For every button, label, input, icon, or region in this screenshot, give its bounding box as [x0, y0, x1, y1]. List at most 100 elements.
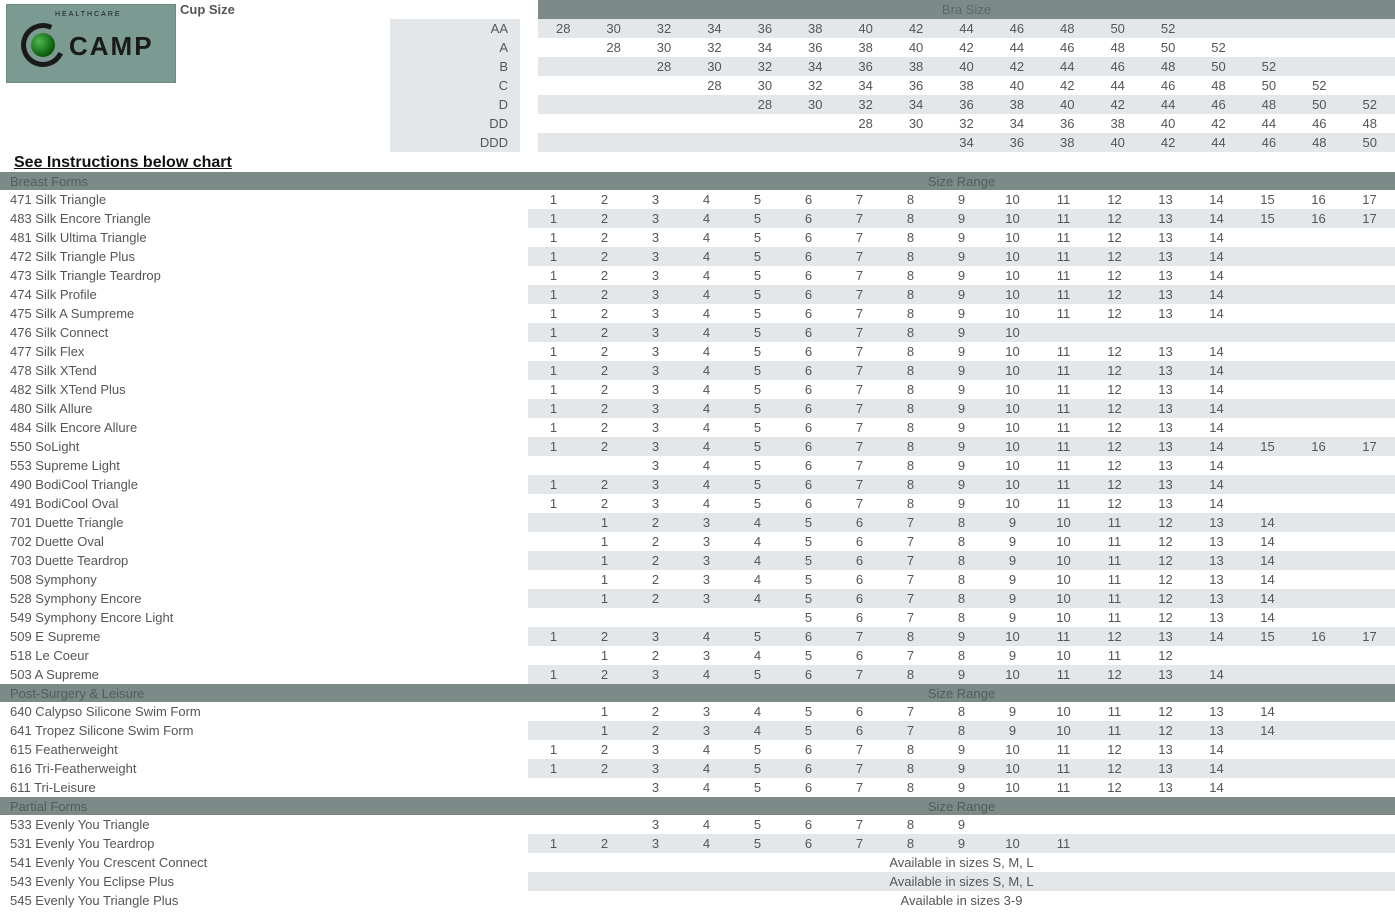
bra-size-value: 30: [689, 57, 739, 76]
product-size-value: 3: [681, 551, 732, 570]
empty-cell: [1191, 323, 1242, 342]
product-size-value: 14: [1191, 228, 1242, 247]
product-size-value: 2: [630, 570, 681, 589]
product-size-value: 5: [783, 532, 834, 551]
product-size-value: 14: [1242, 551, 1293, 570]
product-size-value: 7: [834, 456, 885, 475]
product-size-value: 13: [1140, 247, 1191, 266]
product-size-value: 2: [630, 551, 681, 570]
product-size-value: 16: [1293, 627, 1344, 646]
bra-size-value: 48: [1294, 133, 1344, 152]
product-size-value: 7: [834, 834, 885, 853]
empty-cell: [588, 114, 638, 133]
product-size-value: 12: [1089, 627, 1140, 646]
empty-cell: [1345, 57, 1395, 76]
bra-size-value: 28: [840, 114, 890, 133]
bra-size-value: 42: [1042, 76, 1092, 95]
product-size-value: 12: [1089, 361, 1140, 380]
product-size-value: 8: [885, 759, 936, 778]
product-name: 550 SoLight: [0, 437, 510, 456]
product-size-value: 1: [528, 834, 579, 853]
product-size-value: 7: [885, 702, 936, 721]
product-size-value: 2: [579, 665, 630, 684]
product-size-value: 11: [1038, 494, 1089, 513]
product-size-value: 6: [783, 834, 834, 853]
product-size-value: 17: [1344, 437, 1395, 456]
product-size-value: 14: [1191, 266, 1242, 285]
product-size-value: 5: [732, 399, 783, 418]
product-size-value: 11: [1089, 721, 1140, 740]
product-size-value: 9: [936, 815, 987, 834]
product-size-value: 3: [630, 228, 681, 247]
product-size-value: 14: [1191, 361, 1242, 380]
product-row: 509 E Supreme1234567891011121314151617: [0, 627, 1395, 646]
bra-size-value: 46: [1042, 38, 1092, 57]
product-size-value: 1: [528, 759, 579, 778]
bra-size-value: 30: [639, 38, 689, 57]
product-size-value: 13: [1191, 721, 1242, 740]
product-size-value: 14: [1191, 740, 1242, 759]
empty-cell: [1344, 361, 1395, 380]
product-size-value: 3: [681, 702, 732, 721]
product-size-value: 14: [1191, 627, 1242, 646]
product-size-value: 4: [681, 247, 732, 266]
empty-cell: [1140, 323, 1191, 342]
product-size-value: 1: [528, 342, 579, 361]
product-size-value: 10: [987, 399, 1038, 418]
product-name: 482 Silk XTend Plus: [0, 380, 510, 399]
product-size-value: 3: [630, 209, 681, 228]
product-name: 531 Evenly You Teardrop: [0, 834, 510, 853]
empty-cell: [528, 532, 579, 551]
bra-size-value: 32: [639, 19, 689, 38]
empty-cell: [538, 133, 588, 152]
product-size-value: 11: [1038, 475, 1089, 494]
product-row: 528 Symphony Encore1234567891011121314: [0, 589, 1395, 608]
product-size-value: 4: [681, 627, 732, 646]
empty-cell: [1344, 815, 1395, 834]
bra-size-value: 38: [992, 95, 1042, 114]
product-name: 702 Duette Oval: [0, 532, 510, 551]
bra-size-value: 32: [941, 114, 991, 133]
product-size-value: 8: [885, 247, 936, 266]
product-size-value: 9: [936, 456, 987, 475]
product-size-value: 4: [681, 475, 732, 494]
empty-cell: [740, 133, 790, 152]
product-size-value: 4: [681, 342, 732, 361]
empty-cell: [1293, 834, 1344, 853]
empty-cell: [1344, 475, 1395, 494]
product-size-value: 5: [783, 646, 834, 665]
cup-size-label: AA: [390, 19, 520, 38]
product-size-value: 10: [987, 475, 1038, 494]
product-size-value: 10: [1038, 551, 1089, 570]
bra-size-value: 36: [840, 57, 890, 76]
cup-size-label: D: [390, 95, 520, 114]
product-size-value: 11: [1038, 266, 1089, 285]
instructions-link[interactable]: See Instructions below chart: [14, 154, 1395, 172]
product-row: 640 Calypso Silicone Swim Form1234567891…: [0, 702, 1395, 721]
product-size-value: 11: [1089, 702, 1140, 721]
product-row: 702 Duette Oval1234567891011121314: [0, 532, 1395, 551]
empty-cell: [1293, 228, 1344, 247]
empty-cell: [1038, 323, 1089, 342]
product-size-value: 10: [987, 361, 1038, 380]
product-size-value: 13: [1191, 570, 1242, 589]
product-size-value: 4: [681, 815, 732, 834]
product-row: 541 Evenly You Crescent ConnectAvailable…: [0, 853, 1395, 872]
product-size-value: 10: [1038, 646, 1089, 665]
product-size-value: 14: [1191, 342, 1242, 361]
product-size-value: 7: [885, 721, 936, 740]
empty-cell: [689, 133, 739, 152]
empty-cell: [579, 456, 630, 475]
bra-size-value: 34: [992, 114, 1042, 133]
empty-cell: [1293, 418, 1344, 437]
product-size-value: 2: [579, 437, 630, 456]
empty-cell: [790, 114, 840, 133]
bra-size-value: 36: [740, 19, 790, 38]
empty-cell: [1293, 665, 1344, 684]
product-size-value: 1: [528, 285, 579, 304]
empty-cell: [1242, 304, 1293, 323]
product-size-value: 4: [681, 437, 732, 456]
product-size-value: 5: [732, 437, 783, 456]
bra-size-value: 28: [588, 38, 638, 57]
product-size-value: 14: [1191, 399, 1242, 418]
